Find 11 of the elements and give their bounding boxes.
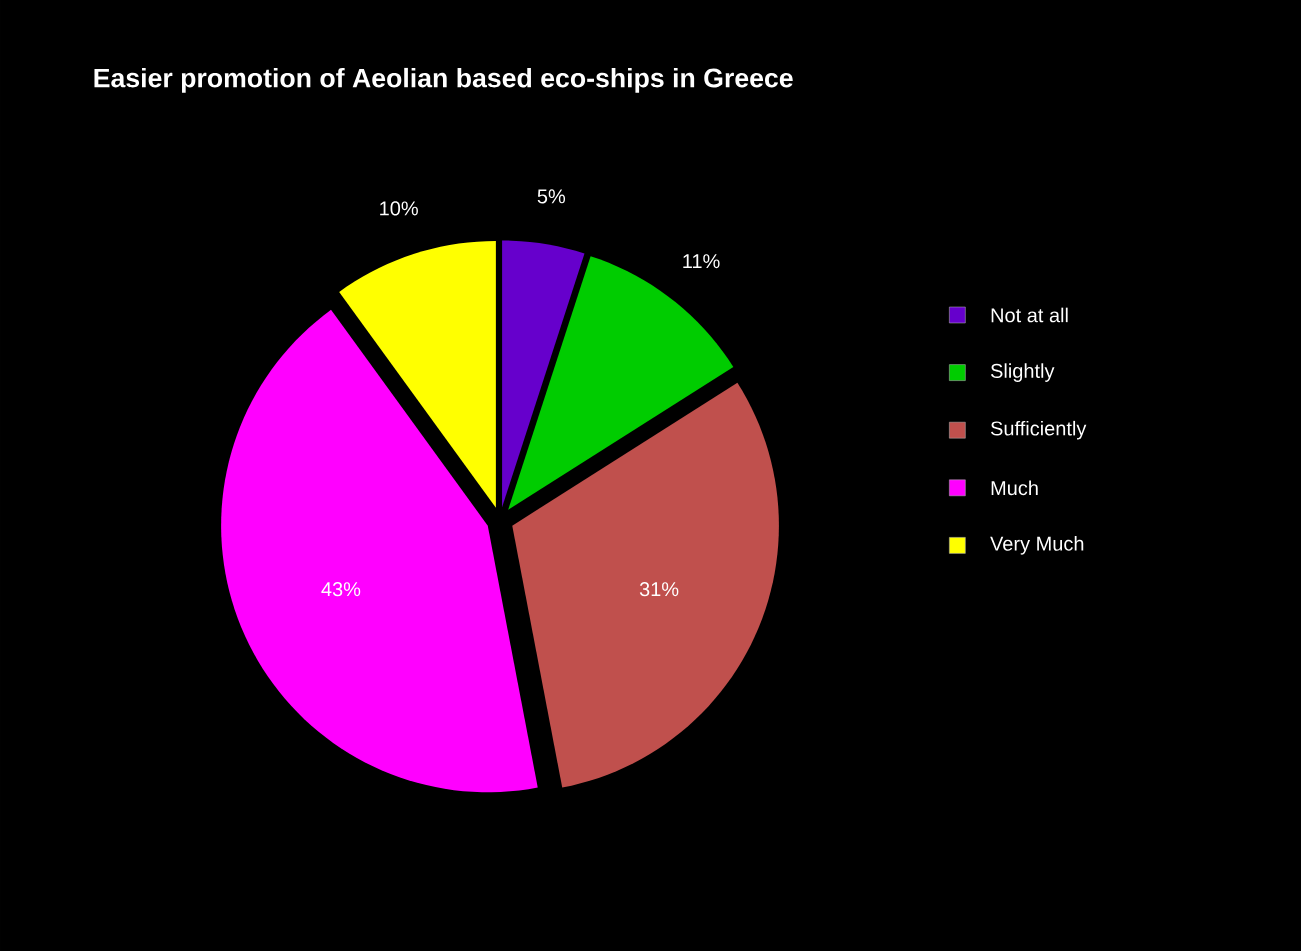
legend-label: Sufficiently [990,420,1087,440]
legend-label: Very Much [990,536,1084,555]
data-label: 11% [683,254,720,269]
data-label: 5% [537,189,566,204]
legend-label: Slightly [990,363,1055,382]
data-label: 10% [380,201,418,216]
data-label: 31% [639,582,679,597]
legend-label: Much [991,480,1038,496]
legend-label: Not at all [991,307,1068,323]
chart-title: Easier promotion of Aeolian based eco-ships in Greece [94,67,793,93]
data-label: 43% [321,582,361,597]
